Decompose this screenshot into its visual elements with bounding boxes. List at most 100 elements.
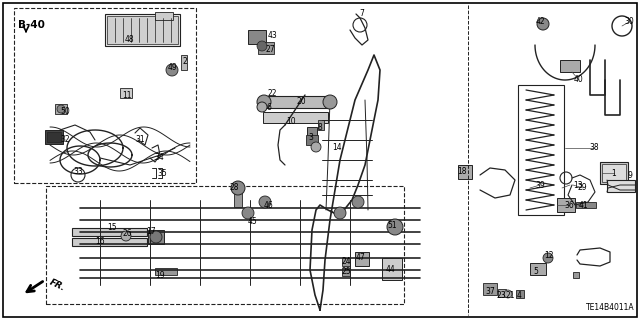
Bar — [516, 290, 524, 298]
Text: 30: 30 — [624, 18, 634, 27]
Text: 45: 45 — [248, 218, 258, 227]
Bar — [55, 104, 67, 114]
Text: 4: 4 — [516, 292, 522, 300]
Text: 40: 40 — [574, 76, 584, 84]
Text: 27: 27 — [265, 45, 275, 54]
Bar — [105, 14, 180, 46]
Text: 5: 5 — [534, 268, 538, 276]
Circle shape — [504, 290, 512, 298]
Text: 9: 9 — [628, 172, 632, 180]
Circle shape — [231, 181, 245, 195]
Text: 35: 35 — [157, 170, 167, 179]
Circle shape — [334, 207, 346, 219]
Circle shape — [311, 142, 321, 152]
Text: 48: 48 — [124, 36, 134, 44]
Text: FR.: FR. — [48, 277, 67, 292]
Text: 39: 39 — [535, 180, 545, 189]
Bar — [263, 112, 328, 123]
Text: 17: 17 — [146, 227, 156, 236]
Text: 37: 37 — [485, 286, 495, 295]
Text: 8: 8 — [317, 123, 323, 132]
Bar — [181, 55, 187, 70]
Circle shape — [257, 102, 267, 112]
Bar — [107, 16, 178, 44]
Bar — [258, 42, 274, 54]
Text: 43: 43 — [268, 31, 278, 41]
Bar — [120, 88, 132, 98]
Text: 33: 33 — [73, 167, 83, 177]
Text: 14: 14 — [332, 143, 342, 153]
Bar — [458, 165, 472, 179]
Circle shape — [150, 231, 162, 243]
Circle shape — [121, 231, 131, 241]
Circle shape — [166, 64, 178, 76]
Bar — [560, 60, 580, 72]
Bar — [342, 258, 350, 266]
Bar — [607, 180, 635, 192]
Bar — [602, 164, 626, 182]
Text: 15: 15 — [107, 223, 117, 233]
Text: 42: 42 — [535, 18, 545, 27]
Text: 36: 36 — [564, 201, 574, 210]
Text: 38: 38 — [589, 143, 599, 153]
Circle shape — [259, 196, 271, 208]
Text: 50: 50 — [60, 108, 70, 116]
Bar — [14, 8, 196, 183]
Text: 16: 16 — [95, 237, 105, 246]
Circle shape — [323, 95, 337, 109]
Text: 32: 32 — [60, 134, 70, 143]
Text: 23: 23 — [496, 292, 506, 300]
Bar — [155, 12, 173, 20]
Text: 11: 11 — [122, 91, 132, 100]
Bar — [342, 268, 350, 276]
Bar — [530, 263, 546, 275]
Text: 31: 31 — [135, 135, 145, 145]
Text: 51: 51 — [387, 220, 397, 229]
Bar — [155, 268, 177, 275]
Circle shape — [537, 18, 549, 30]
Circle shape — [543, 253, 553, 263]
Bar — [47, 132, 61, 142]
Circle shape — [257, 41, 267, 51]
Text: 34: 34 — [154, 153, 164, 162]
Bar — [600, 162, 628, 184]
Text: 19: 19 — [155, 270, 165, 279]
Bar — [45, 130, 63, 144]
Text: 2: 2 — [182, 58, 188, 67]
Circle shape — [257, 95, 271, 109]
Text: 7: 7 — [360, 10, 364, 19]
Bar — [355, 252, 369, 266]
Text: 24: 24 — [341, 258, 351, 267]
Text: 13: 13 — [573, 180, 583, 189]
Text: 44: 44 — [386, 266, 396, 275]
Bar — [72, 228, 147, 236]
Bar — [248, 30, 266, 44]
Bar — [262, 96, 332, 108]
Text: 3: 3 — [308, 133, 314, 142]
Text: 49: 49 — [167, 63, 177, 73]
Bar — [573, 272, 579, 278]
Bar — [307, 127, 317, 137]
Bar — [576, 202, 596, 208]
Text: 10: 10 — [286, 116, 296, 125]
Text: B-40: B-40 — [18, 20, 45, 30]
Bar — [483, 283, 497, 295]
Text: 20: 20 — [296, 97, 306, 106]
Bar — [306, 135, 318, 145]
Text: 1: 1 — [612, 169, 616, 178]
Text: 18: 18 — [457, 166, 467, 175]
Circle shape — [242, 207, 254, 219]
Bar — [234, 192, 242, 207]
Circle shape — [352, 196, 364, 208]
Text: 25: 25 — [341, 267, 351, 276]
Bar — [72, 238, 147, 246]
Circle shape — [387, 219, 403, 235]
Circle shape — [57, 105, 65, 113]
Bar — [318, 120, 324, 130]
Bar — [557, 198, 575, 212]
Text: 41: 41 — [578, 201, 588, 210]
Text: 29: 29 — [577, 183, 587, 193]
Text: 46: 46 — [263, 202, 273, 211]
Bar — [498, 289, 506, 297]
Text: 12: 12 — [544, 252, 554, 260]
